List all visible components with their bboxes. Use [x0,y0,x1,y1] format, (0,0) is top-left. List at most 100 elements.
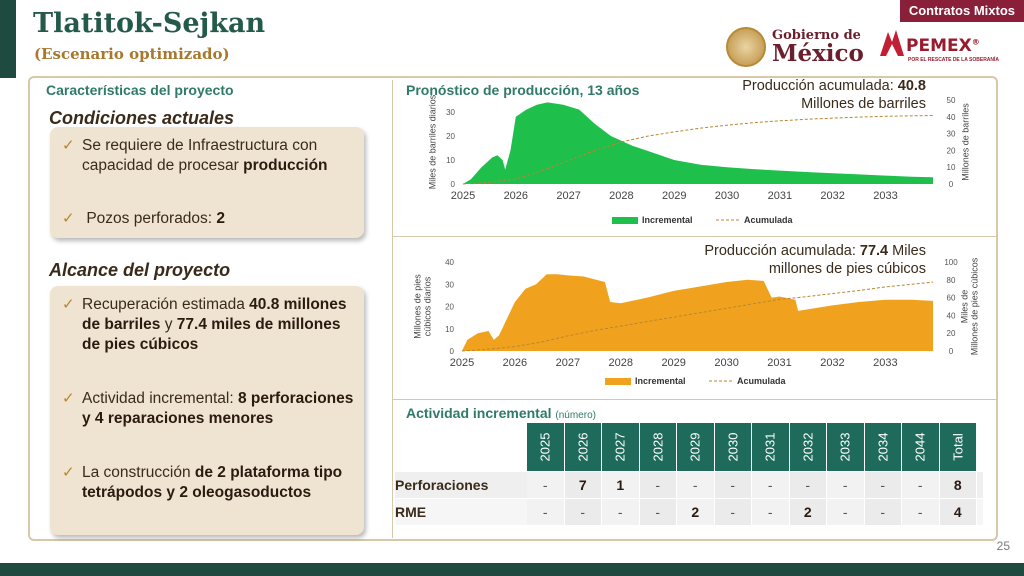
x-tick-label: 2029 [662,190,686,202]
oil-cumulative-label: Producción acumulada: 40.8 Millones de b… [742,78,926,112]
scope-item-recovery: ✓ Recuperación estimada 40.8 millones de… [62,296,347,353]
cumulative-line-series [461,281,934,352]
x-tick-label: 2025 [451,190,475,202]
x-tick-label: 2033 [873,357,897,369]
pemex-eagle-icon [880,30,904,56]
footer-bar [0,563,1024,576]
table-cell: - [752,499,790,525]
table-cell: 2 [677,499,715,525]
y2-tick-label: 40 [947,311,956,320]
x-tick-label: 2031 [767,357,791,369]
current-item-infrastructure: ✓ Se requiere de Infraestructura con cap… [62,137,328,174]
y-axis-title: Millones de piescúbicos diarios [413,274,433,339]
year-header-cell: 2029 [677,423,715,471]
table-cell: - [902,499,940,525]
oil-chart-title: Pronóstico de producción, 13 años [406,82,640,98]
gas-cumulative-label: Producción acumulada: 77.4 Miles millone… [704,243,926,277]
scope-item-construction: ✓ La construcción de 2 plataforma tipo t… [62,464,343,501]
current-conditions-title: Condiciones actuales [49,108,235,128]
year-header-cell: Total [939,423,977,471]
y-axis-title: Miles de barriles diarios [428,95,438,189]
checkmark-icon: ✓ [62,296,75,313]
legend-swatch-incremental [612,217,638,224]
row-label: RME [395,504,427,520]
table-cell: - [714,499,752,525]
legend-label-cumulative: Acumulada [737,376,787,386]
table-cell: - [864,472,902,498]
page-subtitle: (Escenario optimizado) [34,45,230,63]
year-header-label: 2032 [800,432,816,462]
activity-title: Actividad incremental (número) [406,405,596,421]
x-tick-label: 2026 [504,190,528,202]
table-cell: - [827,472,865,498]
y2-tick-label: 40 [947,113,956,122]
y-tick-label: 20 [445,303,454,312]
table-cell: - [639,499,677,525]
legend-label-incremental: Incremental [635,376,686,386]
year-header-cell: 2032 [789,423,827,471]
y2-tick-label: 20 [947,329,956,338]
table-cell: - [752,472,790,498]
year-header-label: 2044 [912,432,928,462]
year-header-cell: 2028 [639,423,677,471]
page-title: Tlatitok-Sejkan [33,8,266,39]
incremental-area-series [462,274,933,351]
checkmark-icon: ✓ [62,210,75,227]
scope-item-activity: ✓ Actividad incremental: 8 perforaciones… [62,390,354,427]
table-cell: 8 [939,472,977,498]
table-cell: 7 [564,472,602,498]
table-cell: - [714,472,752,498]
y-tick-label: 10 [445,325,454,334]
checkmark-icon: ✓ [62,137,75,154]
horizontal-divider-2 [393,399,996,400]
year-header-label: 2026 [575,432,591,462]
checkmark-icon: ✓ [62,464,75,481]
pemex-tagline: POR EL RESCATE DE LA SOBERANÍA [908,57,1000,63]
x-tick-label: 2027 [556,190,580,202]
legend-label-cumulative: Acumulada [744,215,794,225]
y2-tick-label: 0 [949,347,954,356]
current-item-wells: ✓ Pozos perforados: 2 [62,210,226,227]
gob-logo-line1: Gobierno de [772,28,861,43]
table-cell: 1 [602,472,640,498]
x-tick-label: 2026 [503,357,527,369]
x-tick-label: 2025 [450,357,474,369]
y2-tick-label: 20 [947,146,956,155]
year-header-cell: 2031 [752,423,790,471]
year-header-cell: 2027 [602,423,640,471]
pemex-logo: PEMEX® POR EL RESCATE DE LA SOBERANÍA [878,28,999,68]
year-header-cell: 2034 [864,423,902,471]
project-scope-title: Alcance del proyecto [49,260,231,280]
table-cell: 2 [789,499,827,525]
table-cell: - [527,472,565,498]
y-tick-label: 40 [445,258,454,267]
row-label: Perforaciones [395,477,489,493]
legend-swatch-incremental [605,378,631,385]
x-tick-label: 2032 [820,190,844,202]
project-scope-box: ✓ Recuperación estimada 40.8 millones de… [50,286,364,535]
vertical-divider [392,80,393,538]
y2-tick-label: 50 [947,96,956,105]
gob-logo-line2: México [772,40,864,67]
table-cell: - [564,499,602,525]
project-characteristics-title: Características del proyecto [46,82,234,98]
cumulative-line-series [462,115,934,185]
gobierno-mexico-logo: Gobierno de México [726,27,864,67]
y2-axis-title: Miles deMillones de pies cúbicos [960,257,980,355]
y-tick-label: 10 [446,156,455,165]
year-header-label: 2033 [837,432,853,462]
national-seal-icon [726,27,766,67]
y2-tick-label: 0 [949,180,954,189]
x-tick-label: 2033 [873,190,897,202]
page-number: 25 [996,539,1010,553]
y-tick-label: 30 [446,108,455,117]
y-tick-label: 0 [451,180,456,189]
year-header-label: 2031 [762,432,778,462]
y2-axis-title: Millones de barriles [961,103,971,181]
year-header-cell: 2026 [564,423,602,471]
current-conditions-box: ✓ Se requiere de Infraestructura con cap… [50,127,364,238]
y2-tick-label: 10 [947,163,956,172]
table-cell: - [827,499,865,525]
